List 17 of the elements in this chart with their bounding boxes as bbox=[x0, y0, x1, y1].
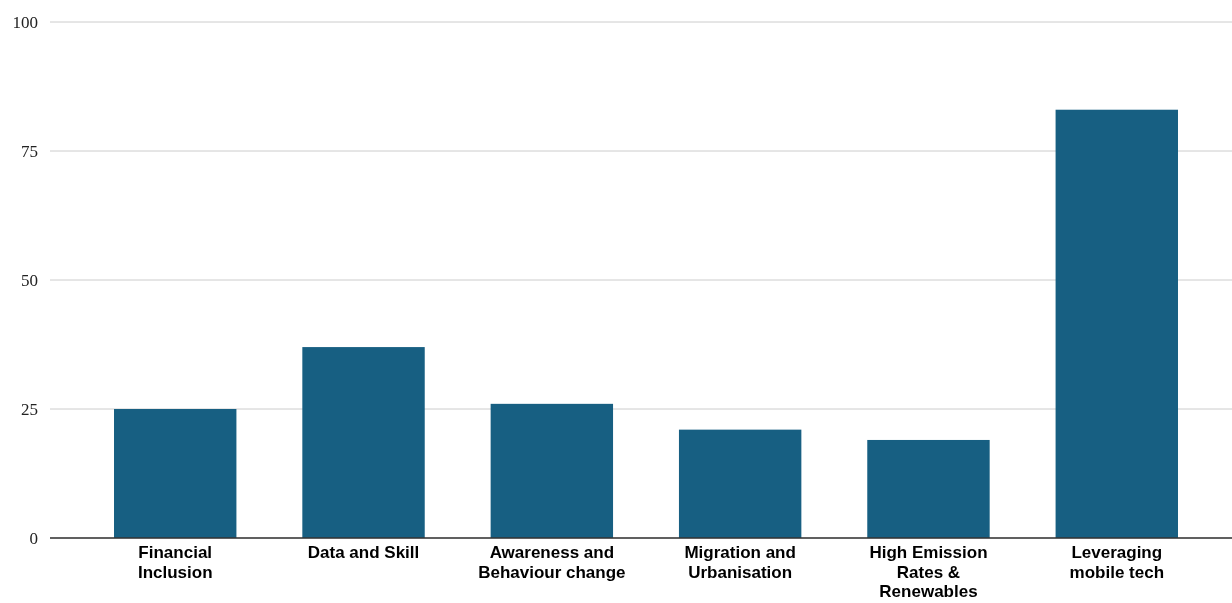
x-tick-label: Migration and Urbanisation bbox=[684, 543, 796, 582]
bar bbox=[867, 439, 990, 538]
x-tick-label: Leveraging mobile tech bbox=[1069, 543, 1165, 582]
x-tick-label: High Emission Rates & Renewables bbox=[869, 543, 988, 602]
x-tick-label: Awareness and Behaviour change bbox=[478, 543, 626, 582]
bar bbox=[302, 347, 425, 538]
bar bbox=[114, 409, 237, 538]
bar bbox=[678, 429, 802, 538]
y-tick-label: 0 bbox=[29, 528, 38, 548]
y-tick-label: 50 bbox=[21, 270, 38, 290]
y-tick-label: 75 bbox=[21, 141, 38, 161]
bar bbox=[1055, 109, 1178, 538]
y-tick-label: 25 bbox=[21, 399, 38, 419]
x-tick-label: Data and Skill bbox=[307, 543, 420, 563]
bar bbox=[490, 403, 614, 538]
y-tick-label: 100 bbox=[12, 12, 38, 32]
x-tick-label: Financial Inclusion bbox=[137, 543, 213, 582]
